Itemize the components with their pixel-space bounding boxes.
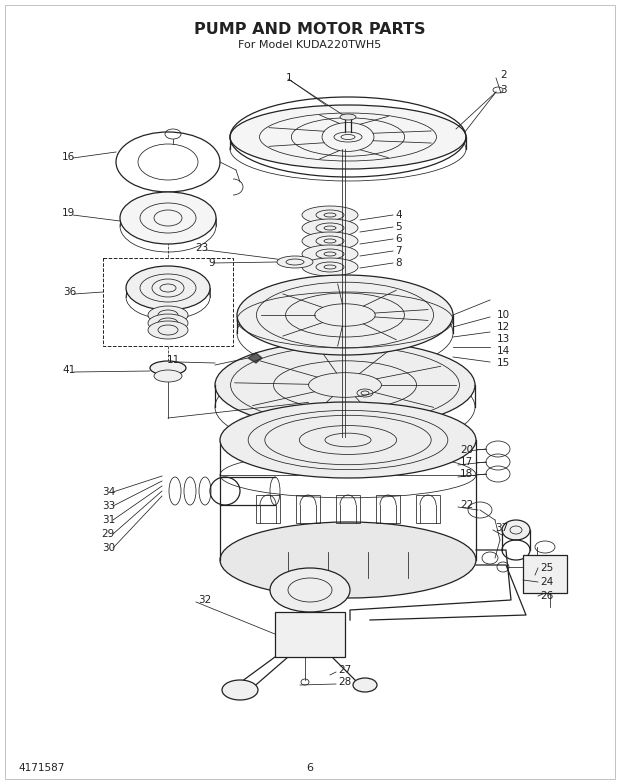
Ellipse shape [502, 520, 530, 540]
Text: 6: 6 [306, 763, 314, 773]
Bar [103, 258, 233, 346]
Text: 36: 36 [63, 287, 76, 297]
Bar [275, 612, 345, 657]
Ellipse shape [148, 321, 188, 339]
Text: 13: 13 [497, 334, 510, 344]
Text: 20: 20 [460, 445, 473, 455]
Ellipse shape [215, 341, 475, 429]
Text: 31: 31 [102, 515, 115, 525]
Text: 14: 14 [497, 346, 510, 356]
Ellipse shape [237, 275, 453, 355]
Text: 9: 9 [208, 258, 215, 268]
Ellipse shape [154, 370, 182, 382]
Text: 7: 7 [395, 246, 402, 256]
Ellipse shape [340, 114, 356, 120]
Bar [523, 555, 567, 593]
Text: 10: 10 [497, 310, 510, 320]
Text: 4171587: 4171587 [18, 763, 64, 773]
Ellipse shape [302, 245, 358, 263]
Text: 3: 3 [500, 85, 507, 95]
Ellipse shape [302, 206, 358, 224]
Bar [376, 495, 400, 523]
Bar [336, 495, 360, 523]
Text: eReplacementParts.com: eReplacementParts.com [238, 413, 382, 426]
Ellipse shape [148, 314, 188, 332]
Text: 37: 37 [495, 523, 508, 533]
Ellipse shape [220, 402, 476, 478]
Text: 19: 19 [62, 208, 75, 218]
Text: 32: 32 [198, 595, 211, 605]
Text: 18: 18 [460, 469, 473, 479]
Text: 29: 29 [102, 529, 115, 539]
Text: 41: 41 [63, 365, 76, 375]
Bar [256, 495, 280, 523]
Text: 8: 8 [395, 258, 402, 268]
Ellipse shape [126, 266, 210, 310]
Ellipse shape [277, 256, 313, 268]
Ellipse shape [222, 680, 258, 700]
Text: 5: 5 [395, 222, 402, 232]
Polygon shape [248, 353, 262, 363]
Ellipse shape [120, 192, 216, 244]
Text: 30: 30 [102, 543, 115, 553]
Text: 4: 4 [395, 210, 402, 220]
Text: 17: 17 [460, 457, 473, 467]
Text: 25: 25 [540, 563, 553, 573]
Text: 16: 16 [62, 152, 75, 162]
Ellipse shape [150, 361, 186, 375]
Text: 28: 28 [338, 677, 352, 687]
Text: 2: 2 [500, 70, 507, 80]
Text: 26: 26 [540, 591, 553, 601]
Ellipse shape [353, 678, 377, 692]
Ellipse shape [148, 306, 188, 324]
Text: 12: 12 [497, 322, 510, 332]
Ellipse shape [302, 258, 358, 276]
Text: 11: 11 [167, 355, 180, 365]
Text: For Model KUDA220TWH5: For Model KUDA220TWH5 [238, 40, 382, 50]
Text: PUMP AND MOTOR PARTS: PUMP AND MOTOR PARTS [194, 22, 426, 37]
Ellipse shape [230, 105, 466, 169]
Ellipse shape [302, 219, 358, 237]
Ellipse shape [220, 522, 476, 598]
Ellipse shape [302, 232, 358, 250]
Text: 6: 6 [395, 234, 402, 244]
Bar [296, 495, 320, 523]
Text: 15: 15 [497, 358, 510, 368]
Text: 23: 23 [195, 243, 208, 253]
Bar [416, 495, 440, 523]
Text: 1: 1 [285, 73, 292, 83]
Text: 34: 34 [102, 487, 115, 497]
Text: 33: 33 [102, 501, 115, 511]
Text: 27: 27 [338, 665, 352, 675]
Text: 22: 22 [460, 500, 473, 510]
Ellipse shape [270, 568, 350, 612]
Text: 24: 24 [540, 577, 553, 587]
